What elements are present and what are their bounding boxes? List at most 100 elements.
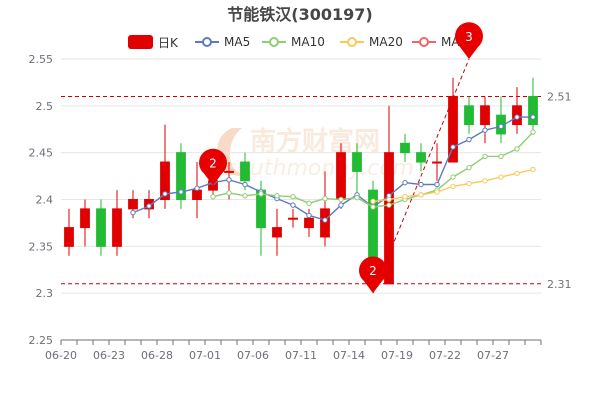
candle-body (480, 105, 490, 126)
ma10-point (258, 191, 264, 197)
y-tick-label: 2.25 (29, 334, 54, 347)
ma5-point (178, 189, 184, 195)
ma20-point (482, 178, 488, 184)
watermark-url: southmoney.com (225, 156, 414, 181)
ma10-point (386, 202, 392, 208)
candle-body (80, 208, 90, 229)
ma10-point (354, 194, 360, 201)
ma20-point (386, 196, 392, 203)
ma20-point (402, 193, 408, 200)
candle-body (384, 152, 394, 285)
y-tick-label: 2.35 (29, 240, 54, 253)
marker-label: 2 (369, 264, 377, 278)
ma5-point (306, 212, 312, 219)
ma20-point (434, 189, 440, 195)
x-tick-label: 07-27 (477, 349, 509, 362)
ma20-point (418, 192, 424, 198)
watermark-text: 南方财富网 (250, 126, 380, 157)
y-tick-label: 2.55 (29, 53, 54, 66)
reference-label: 2.51 (547, 90, 572, 103)
ma10-point (226, 190, 232, 196)
ma5-line (132, 116, 533, 221)
ma5-point (418, 181, 424, 188)
ma10-point (322, 195, 328, 202)
ma5-point (226, 177, 232, 183)
candle-body (112, 208, 122, 247)
ma5-point (530, 114, 536, 120)
candle-body (304, 217, 314, 229)
y-axis: 2.25 2.3 2.35 2.4 2.45 2.5 2.55 (29, 53, 54, 347)
ma5-point (514, 114, 520, 120)
ma5-point (242, 181, 248, 188)
ma5-point (466, 136, 472, 143)
candle-body (352, 152, 362, 172)
legend-symbol-dot (269, 37, 279, 47)
ma10-point (514, 146, 520, 152)
marker-pin (199, 148, 227, 186)
ma5-point (402, 179, 408, 186)
ma5-point (130, 209, 136, 216)
ma10-point (210, 193, 216, 200)
candle-body (400, 142, 410, 154)
marker-label: 2 (209, 156, 217, 170)
reference-label: 2.31 (547, 278, 572, 291)
legend-symbol-dot (419, 37, 429, 47)
ma5-point (194, 185, 200, 191)
ma5-point (146, 203, 152, 209)
x-tick-label: 06-28 (141, 349, 173, 362)
legend-label: MA20 (369, 35, 403, 49)
ma10-point (530, 129, 536, 135)
ma10-point (466, 164, 472, 171)
ma10-point (242, 193, 248, 199)
ma5-point (434, 181, 440, 188)
ma20-point (450, 183, 456, 190)
candle-body (64, 227, 74, 247)
y-tick-label: 2.45 (29, 147, 54, 160)
ma10-point (306, 200, 312, 206)
ma10-point (498, 153, 504, 160)
candle-body (432, 161, 442, 164)
x-tick-label: 07-19 (381, 349, 413, 362)
ma20-point (530, 166, 536, 173)
ma5-point (450, 144, 456, 150)
candle-body (320, 208, 330, 238)
ma20-point (466, 180, 472, 187)
x-tick-label: 06-20 (45, 349, 77, 362)
ma5-point (482, 127, 488, 133)
ma10-point (482, 153, 488, 160)
ma10-point (290, 193, 296, 200)
candle-body (176, 152, 186, 201)
legend-symbol-dot (347, 37, 357, 47)
candle-body (416, 152, 426, 163)
ma10-point (370, 204, 376, 210)
candle-body (464, 105, 474, 126)
moving-averages (130, 114, 536, 223)
legend-label: MA5 (224, 35, 250, 49)
legend-label: MA10 (291, 35, 325, 49)
ma20-point (498, 174, 504, 180)
x-tick-label: 07-11 (285, 349, 317, 362)
candle-body (160, 161, 170, 201)
x-tick-label: 07-06 (237, 349, 269, 362)
x-axis: 06-20 06-23 06-28 07-01 07-06 07-11 07-14 07-19… (45, 340, 542, 362)
x-tick-label: 07-14 (333, 349, 365, 362)
ma5-point (338, 202, 344, 208)
ma20-point (370, 198, 376, 205)
y-tick-label: 2.5 (36, 100, 54, 113)
ma10-point (450, 174, 456, 180)
candle-body (224, 170, 234, 173)
marker-pin (359, 256, 388, 294)
ma5-point (290, 202, 296, 208)
candle-body (128, 199, 138, 210)
candle-body (528, 95, 538, 126)
candle-body (240, 161, 250, 182)
x-tick-label: 07-01 (189, 349, 221, 362)
ma20-point (514, 170, 520, 176)
ma10-point (338, 196, 344, 203)
candle-body (272, 227, 282, 238)
ma10-point (274, 193, 280, 199)
legend-symbol-candle (128, 35, 153, 49)
candle-body (288, 217, 298, 220)
ma5-point (322, 217, 328, 223)
